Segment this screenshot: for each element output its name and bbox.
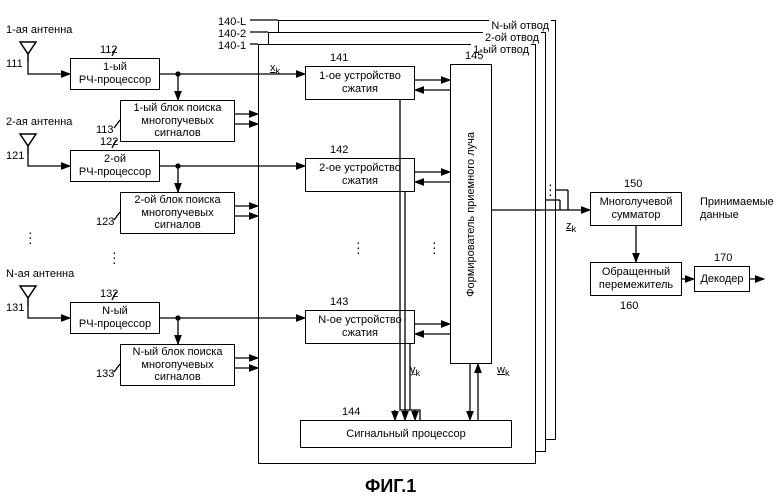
num-131: 131 bbox=[6, 302, 24, 314]
rf-processor-1: 1-ый РЧ-процессор bbox=[70, 58, 160, 90]
rf-processor-n: N-ый РЧ-процессор bbox=[70, 302, 160, 334]
figure-caption: ФИГ.1 bbox=[365, 476, 416, 497]
output-label: Принимаемые данные bbox=[700, 196, 774, 222]
num-123: 123 bbox=[96, 216, 114, 228]
tap-n-label: N-ый отвод bbox=[489, 20, 551, 32]
num-133: 133 bbox=[96, 368, 114, 380]
sym-xk: xk bbox=[270, 62, 280, 76]
beamformer-label: Формирователь приемного луча bbox=[465, 132, 478, 297]
compressor-n: N-ое устройство сжатия bbox=[305, 310, 415, 344]
signal-processor: Сигнальный процессор bbox=[300, 420, 512, 448]
vdots-after-tap: ··· bbox=[548, 182, 553, 197]
num-140-1: 140-1 bbox=[218, 40, 246, 52]
num-112: 112 bbox=[100, 44, 118, 56]
multipath-summer: Многолучевой сумматор bbox=[590, 192, 682, 226]
rf-processor-2: 2-ой РЧ-процессор bbox=[70, 150, 160, 182]
vdots-comp: ··· bbox=[356, 240, 361, 255]
num-111: 111 bbox=[6, 58, 23, 70]
antenna-2-label: 2-ая антенна bbox=[6, 116, 72, 128]
beamformer: Формирователь приемного луча bbox=[450, 64, 492, 364]
num-143: 143 bbox=[330, 296, 348, 308]
num-170: 170 bbox=[714, 252, 732, 264]
vdots-beam: ··· bbox=[432, 240, 437, 255]
multipath-search-1: 1-ый блок поиска многопучевых сигналов bbox=[120, 100, 235, 142]
num-142: 142 bbox=[330, 144, 348, 156]
antenna-n-label: N-ая антенна bbox=[6, 268, 74, 280]
sym-yk: yk bbox=[410, 364, 420, 378]
num-145: 145 bbox=[465, 50, 483, 62]
decoder: Декодер bbox=[694, 266, 750, 292]
sym-zk: zk bbox=[566, 220, 576, 234]
num-144: 144 bbox=[342, 406, 360, 418]
tap-panel-1: 1-ый отвод bbox=[258, 44, 536, 464]
multipath-search-n: N-ый блок поиска многопучевых сигналов bbox=[120, 344, 235, 386]
num-140-2: 140-2 bbox=[218, 28, 246, 40]
num-160: 160 bbox=[620, 300, 638, 312]
num-132: 132 bbox=[100, 288, 118, 300]
num-141: 141 bbox=[330, 52, 348, 64]
compressor-2: 2-ое устройство сжатия bbox=[305, 158, 415, 192]
num-150: 150 bbox=[624, 178, 642, 190]
vdots-left: ··· bbox=[28, 230, 33, 245]
num-113: 113 bbox=[96, 124, 114, 136]
vdots-rf: ··· bbox=[112, 250, 117, 265]
antenna-1-label: 1-ая антенна bbox=[6, 24, 72, 36]
compressor-1: 1-ое устройство сжатия bbox=[305, 66, 415, 100]
tap-2-label: 2-ой отвод bbox=[483, 32, 541, 44]
deinterleaver: Обращенный перемежитель bbox=[590, 262, 682, 296]
num-122: 122 bbox=[100, 136, 118, 148]
num-121: 121 bbox=[6, 150, 24, 162]
multipath-search-2: 2-ой блок поиска многопучевых сигналов bbox=[120, 192, 235, 234]
sym-wk: wk bbox=[497, 364, 510, 378]
num-140-L: 140-L bbox=[218, 16, 246, 28]
